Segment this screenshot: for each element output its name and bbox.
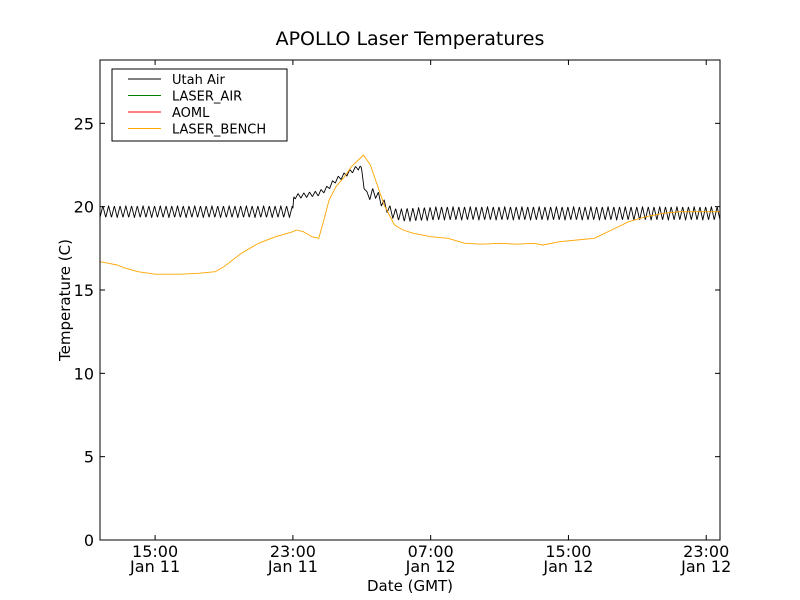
y-tick-label: 25 — [74, 114, 94, 133]
x-tick-time-label: 07:00 — [408, 542, 454, 561]
x-tick-time-label: 23:00 — [683, 542, 729, 561]
legend-label: Utah Air — [172, 73, 225, 88]
x-tick-date-label: Jan 12 — [680, 557, 731, 576]
y-tick-label: 10 — [74, 364, 94, 383]
y-tick-label: 5 — [84, 448, 94, 467]
series-line-utah-air — [99, 165, 721, 222]
series-layer — [99, 154, 721, 275]
x-tick-date-label: Jan 11 — [267, 557, 318, 576]
x-axis-label: Date (GMT) — [367, 577, 453, 595]
x-tick-time-label: 15:00 — [545, 542, 591, 561]
chart-title: APOLLO Laser Temperatures — [276, 28, 545, 50]
legend-label: LASER_BENCH — [172, 123, 266, 138]
legend-label: AOML — [172, 106, 210, 121]
y-tick-label: 20 — [74, 198, 94, 217]
x-tick-time-label: 23:00 — [270, 542, 316, 561]
x-tick-date-label: Jan 12 — [542, 557, 593, 576]
y-tick-label: 0 — [84, 531, 94, 550]
x-tick-date-label: Jan 11 — [129, 557, 180, 576]
x-tick-date-label: Jan 12 — [405, 557, 456, 576]
x-tick-time-label: 15:00 — [132, 542, 178, 561]
plot-frame — [99, 59, 721, 541]
y-axis-label: Temperature (C) — [56, 239, 74, 362]
y-tick-label: 15 — [74, 281, 94, 300]
series-line-laser-bench — [99, 154, 720, 275]
legend-label: LASER_AIR — [172, 90, 242, 105]
